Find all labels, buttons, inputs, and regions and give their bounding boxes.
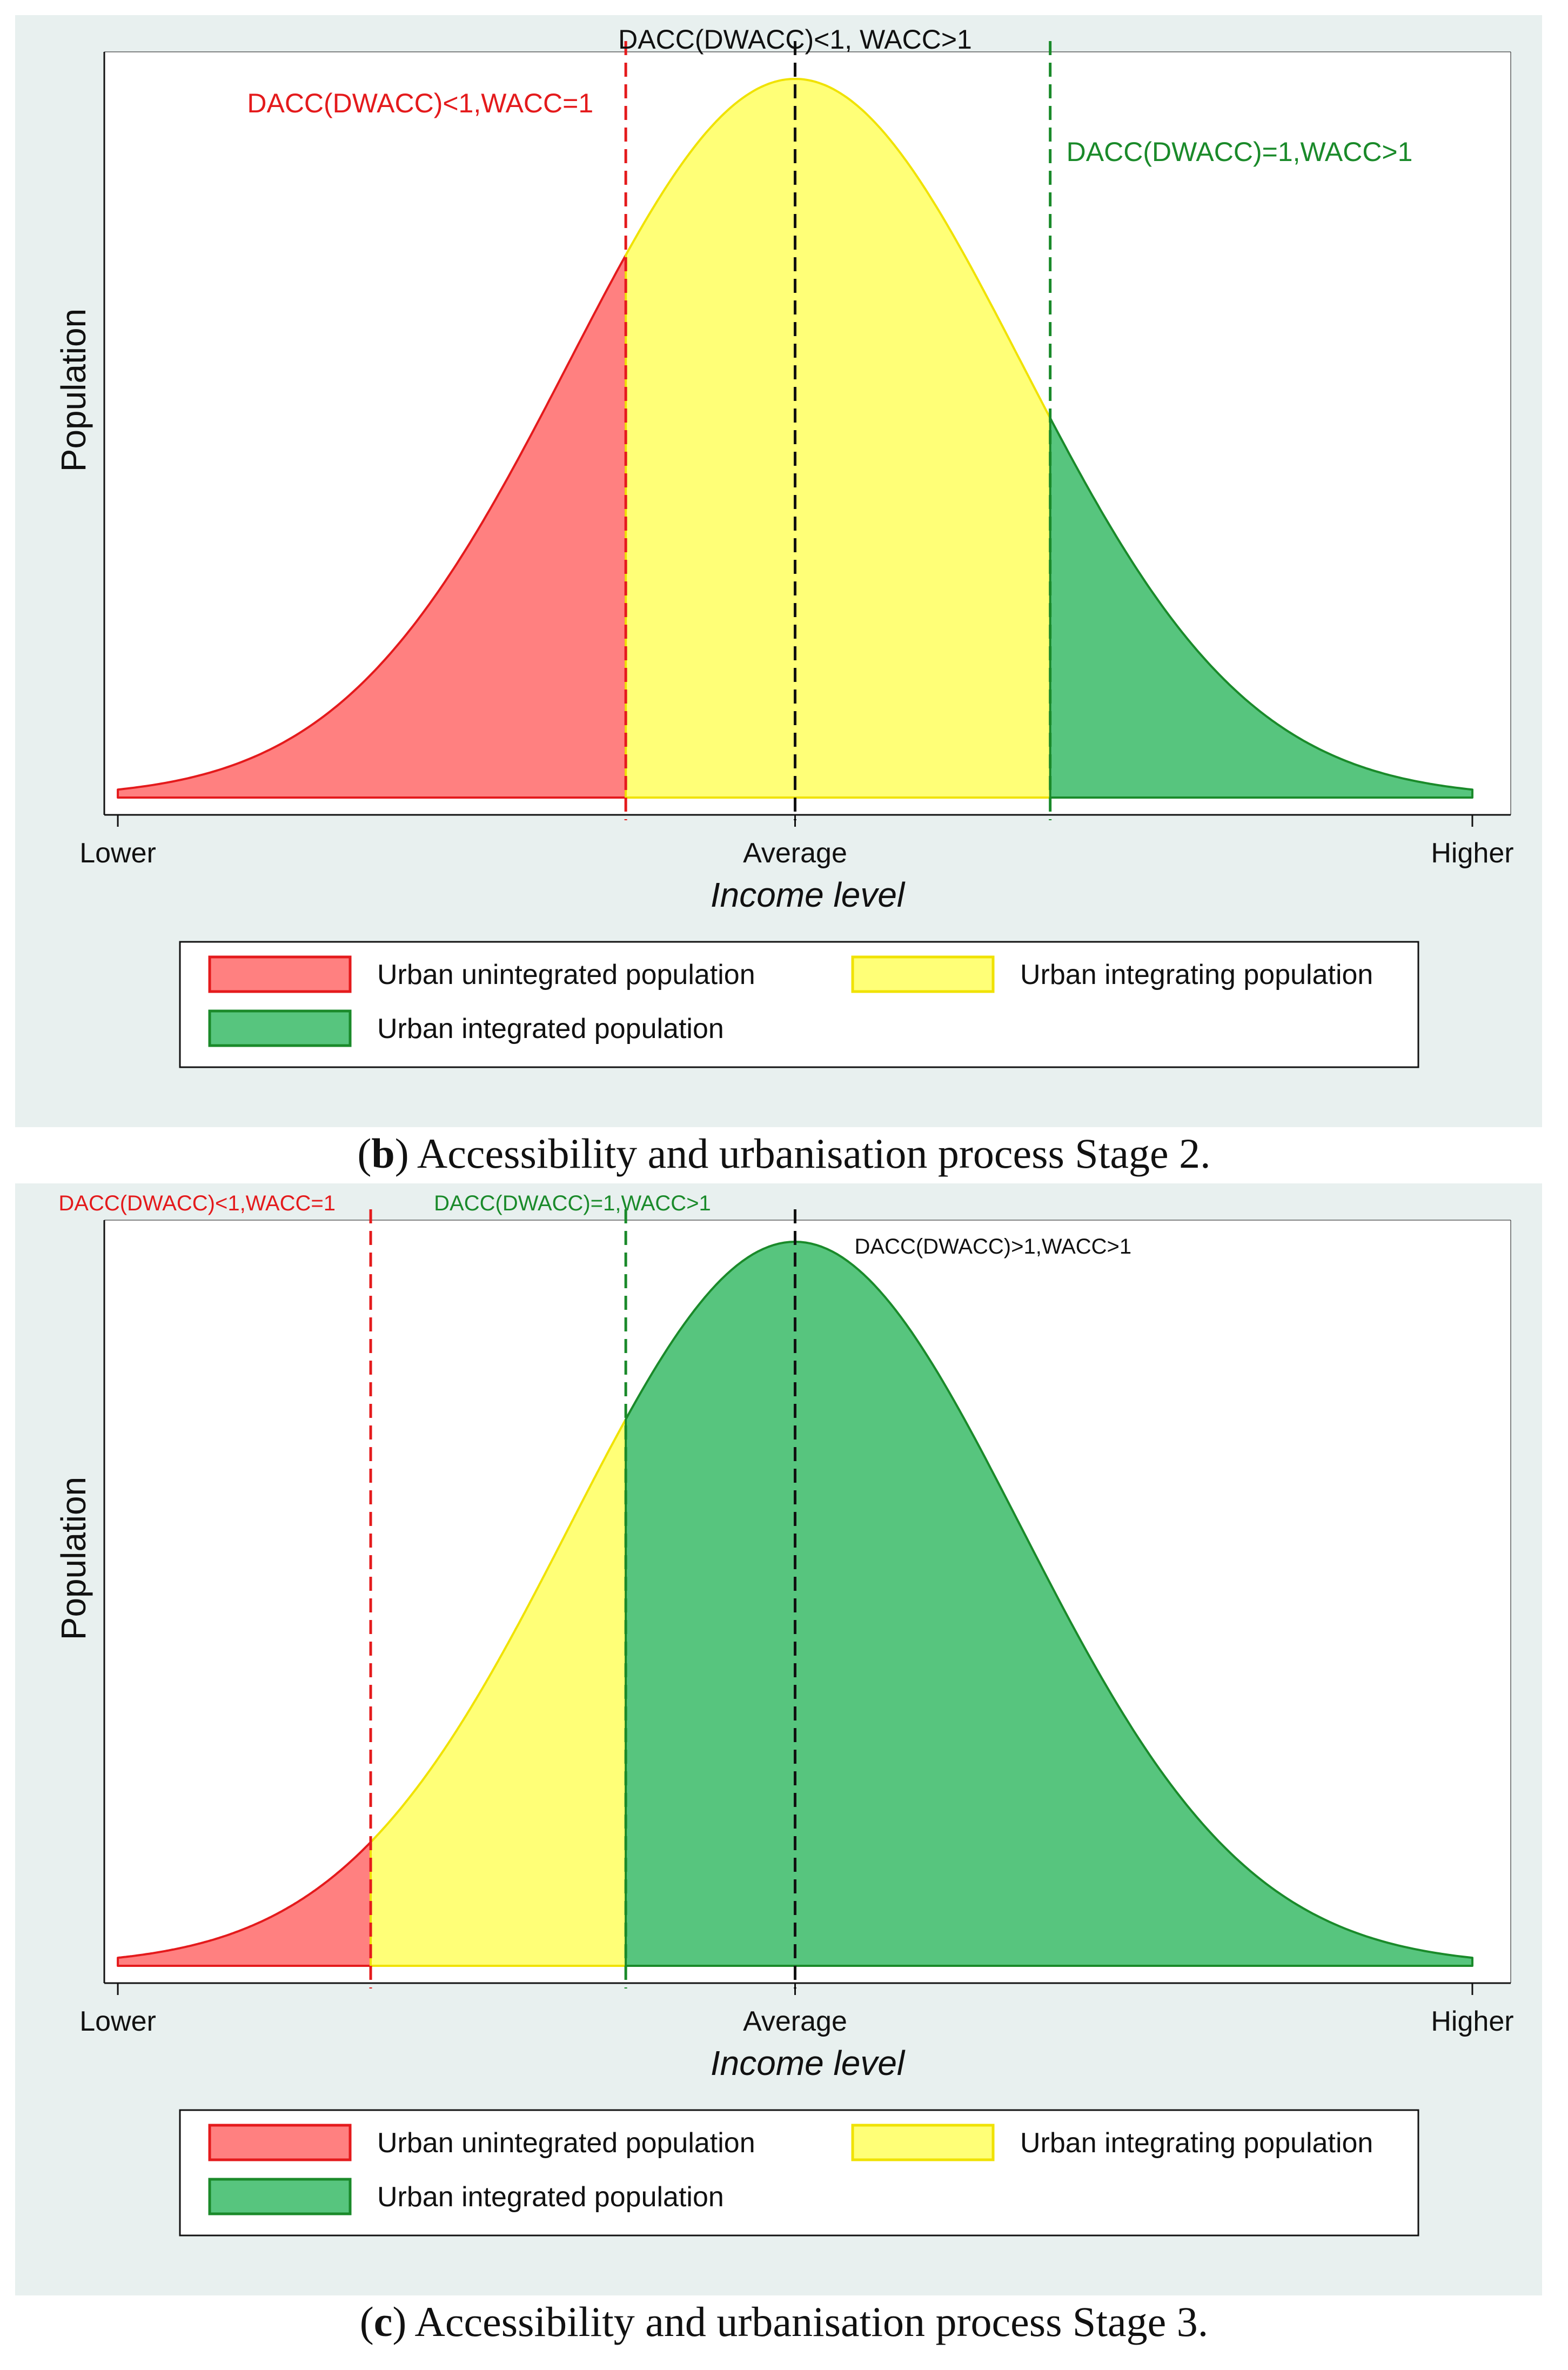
legend-swatch-red [208, 955, 352, 993]
x-tick-label-lower: Lower [79, 2006, 156, 2037]
chart-panel-c: Lower Average Higher Income level Population… [15, 1183, 1542, 2295]
legend-swatch-red [208, 2124, 352, 2161]
x-axis-label: Income level [711, 2044, 906, 2083]
legend-swatch-green [208, 1009, 352, 1047]
caption-b: (b) Accessibility and urbanisation proce… [357, 1130, 1211, 1177]
region-red [117, 254, 627, 799]
x-tick-label-average: Average [743, 2006, 847, 2037]
threshold-label-red: DACC(DWACC)<1,WACC=1 [58, 1191, 336, 1215]
chart-c-svg: Lower Average Higher Income level Population… [54, 1191, 1514, 2237]
legend-label-yellow: Urban integrating population [1020, 959, 1373, 990]
threshold-label-black: DACC(DWACC)>1,WACC>1 [855, 1235, 1132, 1258]
caption-b-letter: b [371, 1130, 395, 1177]
legend-label-green: Urban integrated population [377, 1013, 724, 1045]
threshold-label-black: DACC(DWACC)<1, WACC>1 [618, 24, 972, 55]
threshold-label-red: DACC(DWACC)<1,WACC=1 [247, 88, 593, 118]
chart-b-svg: Lower Average Higher Income level Population… [54, 24, 1514, 1068]
chart-panel-b: Lower Average Higher Income level Population… [15, 15, 1542, 1127]
y-axis-label: Population [54, 1477, 93, 1640]
region-red [117, 1841, 372, 1967]
x-tick-label-higher: Higher [1431, 2006, 1513, 2037]
caption-c-text: Accessibility and urbanisation process S… [406, 2298, 1209, 2345]
threshold-label-green: DACC(DWACC)=1,WACC>1 [434, 1191, 711, 1215]
legend-swatch-yellow [851, 955, 995, 993]
x-tick-label-higher: Higher [1431, 838, 1513, 869]
caption-c: (c) Accessibility and urbanisation proce… [359, 2298, 1209, 2345]
region-green [625, 1241, 1473, 1967]
legend-label-green: Urban integrated population [377, 2181, 724, 2213]
legend-box [179, 941, 1419, 1068]
legend-label-red: Urban unintegrated population [377, 959, 755, 990]
region-green [1049, 417, 1473, 799]
legend-swatch-green [208, 2178, 352, 2215]
y-axis-label: Population [54, 309, 93, 472]
x-tick-label-average: Average [743, 838, 847, 869]
threshold-label-green: DACC(DWACC)=1,WACC>1 [1067, 137, 1413, 167]
region-yellow [370, 1418, 627, 1967]
legend-label-red: Urban unintegrated population [377, 2127, 755, 2159]
x-tick-label-lower: Lower [79, 838, 156, 869]
legend-label-yellow: Urban integrating population [1020, 2127, 1373, 2159]
legend-swatch-yellow [851, 2124, 995, 2161]
x-axis-label: Income level [711, 875, 906, 914]
legend-box [179, 2109, 1419, 2237]
caption-b-text: Accessibility and urbanisation process S… [408, 1130, 1211, 1177]
caption-c-letter: c [373, 2298, 393, 2345]
region-yellow [625, 78, 1051, 799]
